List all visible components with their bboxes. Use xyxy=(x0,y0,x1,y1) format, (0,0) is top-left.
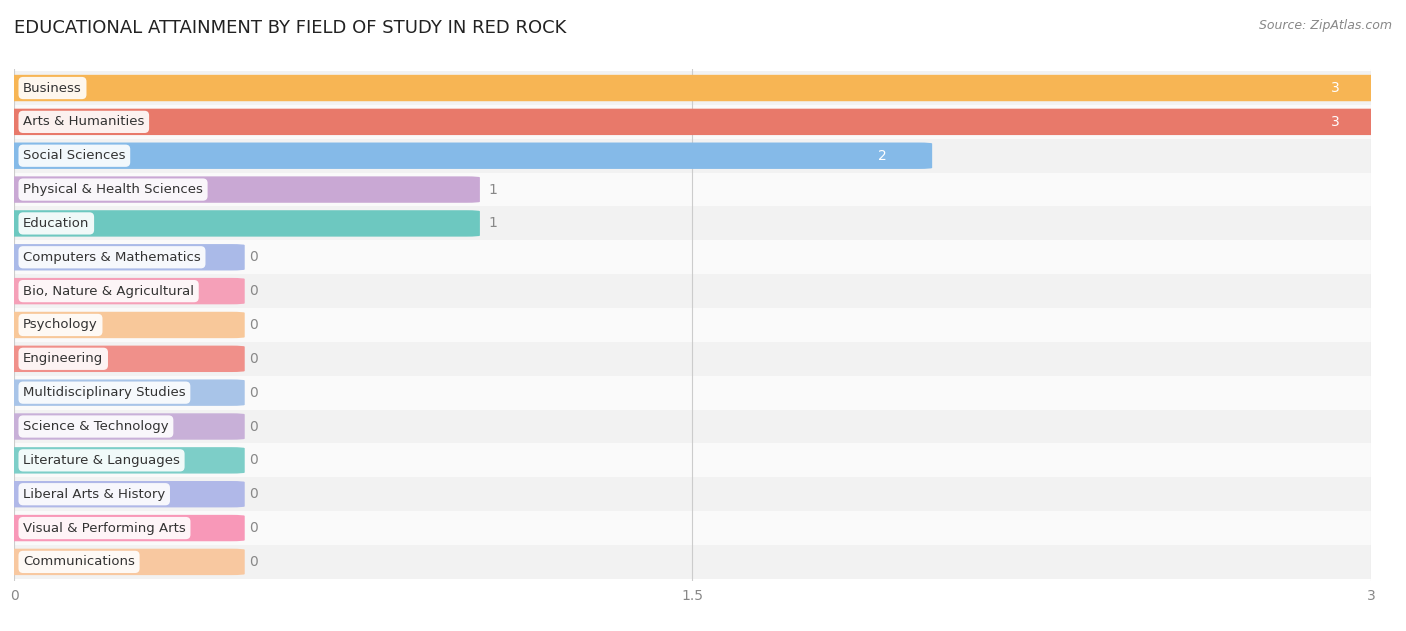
FancyBboxPatch shape xyxy=(0,549,245,575)
FancyBboxPatch shape xyxy=(14,477,1371,511)
FancyBboxPatch shape xyxy=(0,278,245,304)
Text: Literature & Languages: Literature & Languages xyxy=(22,454,180,467)
FancyBboxPatch shape xyxy=(14,410,1371,444)
Text: 0: 0 xyxy=(249,386,257,399)
FancyBboxPatch shape xyxy=(0,244,245,271)
FancyBboxPatch shape xyxy=(0,109,1385,135)
Text: Arts & Humanities: Arts & Humanities xyxy=(22,115,145,128)
Text: 1: 1 xyxy=(489,182,498,197)
Text: Multidisciplinary Studies: Multidisciplinary Studies xyxy=(22,386,186,399)
FancyBboxPatch shape xyxy=(14,71,1371,105)
FancyBboxPatch shape xyxy=(0,312,245,338)
FancyBboxPatch shape xyxy=(14,342,1371,375)
FancyBboxPatch shape xyxy=(0,481,245,507)
FancyBboxPatch shape xyxy=(14,375,1371,410)
Text: 0: 0 xyxy=(249,521,257,535)
Text: 0: 0 xyxy=(249,453,257,468)
Text: 0: 0 xyxy=(249,284,257,298)
Text: Physical & Health Sciences: Physical & Health Sciences xyxy=(22,183,202,196)
Text: 3: 3 xyxy=(1330,115,1339,129)
Text: 2: 2 xyxy=(879,149,887,163)
FancyBboxPatch shape xyxy=(0,413,245,440)
Text: Engineering: Engineering xyxy=(22,352,104,365)
Text: Science & Technology: Science & Technology xyxy=(22,420,169,433)
FancyBboxPatch shape xyxy=(14,139,1371,173)
Text: 0: 0 xyxy=(249,352,257,366)
FancyBboxPatch shape xyxy=(0,210,479,237)
FancyBboxPatch shape xyxy=(0,75,1385,101)
Text: 0: 0 xyxy=(249,555,257,569)
Text: Communications: Communications xyxy=(22,555,135,569)
FancyBboxPatch shape xyxy=(14,206,1371,240)
Text: 0: 0 xyxy=(249,318,257,332)
Text: Business: Business xyxy=(22,81,82,95)
Text: Computers & Mathematics: Computers & Mathematics xyxy=(22,251,201,264)
FancyBboxPatch shape xyxy=(14,105,1371,139)
Text: 0: 0 xyxy=(249,251,257,264)
Text: Visual & Performing Arts: Visual & Performing Arts xyxy=(22,522,186,534)
Text: Bio, Nature & Agricultural: Bio, Nature & Agricultural xyxy=(22,285,194,298)
FancyBboxPatch shape xyxy=(0,379,245,406)
Text: 0: 0 xyxy=(249,420,257,433)
Text: Source: ZipAtlas.com: Source: ZipAtlas.com xyxy=(1258,19,1392,32)
Text: Education: Education xyxy=(22,217,90,230)
FancyBboxPatch shape xyxy=(14,511,1371,545)
FancyBboxPatch shape xyxy=(14,274,1371,308)
Text: 1: 1 xyxy=(489,216,498,230)
FancyBboxPatch shape xyxy=(14,173,1371,206)
FancyBboxPatch shape xyxy=(0,346,245,372)
FancyBboxPatch shape xyxy=(14,240,1371,274)
Text: Psychology: Psychology xyxy=(22,319,98,331)
FancyBboxPatch shape xyxy=(0,143,932,169)
FancyBboxPatch shape xyxy=(0,515,245,541)
Text: EDUCATIONAL ATTAINMENT BY FIELD OF STUDY IN RED ROCK: EDUCATIONAL ATTAINMENT BY FIELD OF STUDY… xyxy=(14,19,567,37)
FancyBboxPatch shape xyxy=(0,447,245,473)
FancyBboxPatch shape xyxy=(14,444,1371,477)
FancyBboxPatch shape xyxy=(0,177,479,203)
FancyBboxPatch shape xyxy=(14,308,1371,342)
Text: 0: 0 xyxy=(249,487,257,501)
FancyBboxPatch shape xyxy=(14,545,1371,579)
Text: Liberal Arts & History: Liberal Arts & History xyxy=(22,488,166,501)
Text: Social Sciences: Social Sciences xyxy=(22,149,125,162)
Text: 3: 3 xyxy=(1330,81,1339,95)
